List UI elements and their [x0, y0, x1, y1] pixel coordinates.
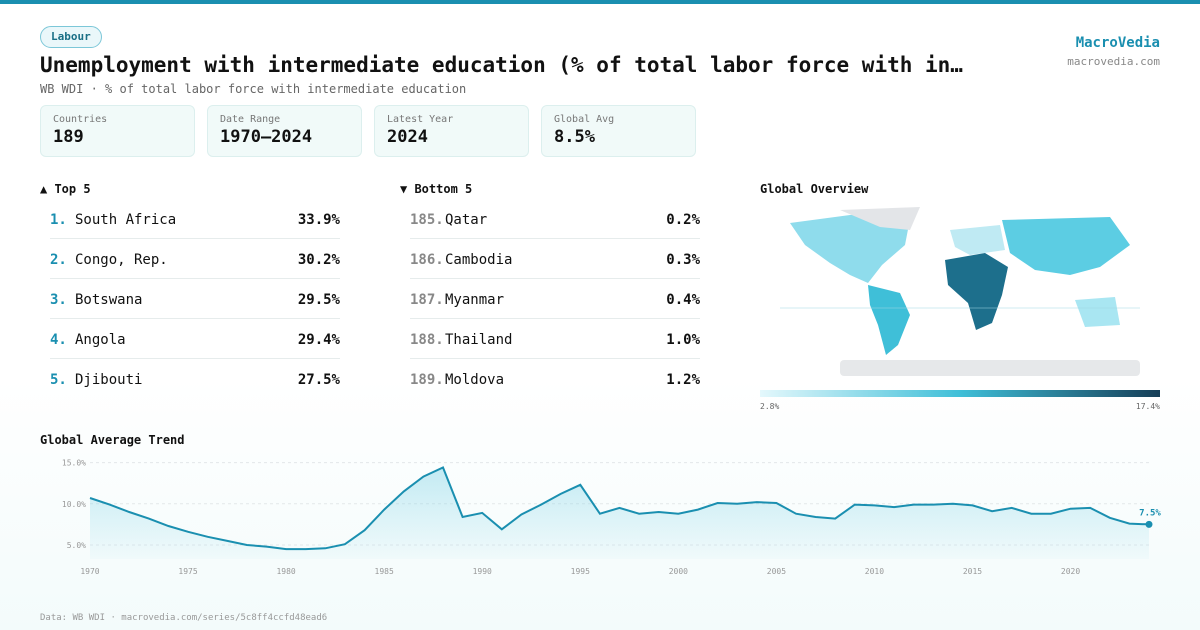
rank: 5.: [50, 372, 67, 388]
stat-value: 189: [53, 127, 84, 147]
south-america: [868, 285, 910, 355]
x-tick-label: 2020: [1061, 567, 1080, 576]
category-tag[interactable]: Labour: [40, 26, 102, 48]
country-name: Djibouti: [75, 372, 143, 388]
country-name: Angola: [75, 332, 126, 348]
country-value: 0.2%: [666, 212, 700, 228]
legend-min: 2.8%: [760, 402, 780, 411]
country-name: South Africa: [75, 212, 177, 228]
separator: [50, 278, 340, 279]
area: [90, 467, 1149, 559]
x-tick-label: 2005: [767, 567, 786, 576]
stat-label: Countries: [53, 114, 108, 125]
y-tick-label: 15.0%: [62, 459, 86, 468]
x-tick-label: 1975: [178, 567, 197, 576]
separator: [50, 318, 340, 319]
separator: [410, 358, 700, 359]
arctic: [840, 207, 920, 230]
x-tick-label: 1970: [80, 567, 99, 576]
brand[interactable]: MacroVedia: [1075, 35, 1160, 51]
country-value: 33.9%: [297, 212, 340, 228]
x-tick-label: 2010: [865, 567, 884, 576]
x-tick-label: 1985: [375, 567, 394, 576]
stat-value: 8.5%: [554, 127, 595, 147]
x-tick-label: 1980: [276, 567, 295, 576]
legend-gradient: [760, 390, 1160, 397]
end-point: [1145, 520, 1153, 528]
country-name: Thailand: [445, 332, 513, 348]
site: macrovedia.com: [1067, 55, 1160, 68]
country-value: 30.2%: [297, 252, 340, 268]
country-value: 0.3%: [666, 252, 700, 268]
stat-label: Latest Year: [387, 114, 454, 125]
country-value: 29.5%: [297, 292, 340, 308]
country-name: Cambodia: [445, 252, 513, 268]
country-name: Moldova: [445, 372, 505, 388]
antarctica: [840, 360, 1140, 376]
rank: 189.: [410, 372, 444, 388]
top-bar: [0, 0, 1200, 4]
separator: [50, 238, 340, 239]
country-name: Myanmar: [445, 292, 505, 308]
title: Unemployment with intermediate education…: [40, 53, 963, 77]
footer: Data: WB WDI · macrovedia.com/series/5c8…: [40, 613, 328, 623]
stat-value: 2024: [387, 127, 428, 147]
stat-card: Global Avg 8.5%: [541, 105, 696, 157]
australia: [1075, 297, 1120, 327]
stat-value: 1970–2024: [220, 127, 313, 147]
country-value: 29.4%: [297, 332, 340, 348]
stat-card: Countries 189: [40, 105, 195, 157]
country-value: 1.2%: [666, 372, 700, 388]
x-tick-label: 1990: [473, 567, 492, 576]
rank: 1.: [50, 212, 67, 228]
africa: [945, 253, 1008, 330]
stat-label: Date Range: [220, 114, 281, 125]
map-title: Global Overview: [760, 182, 869, 196]
rank: 187.: [410, 292, 444, 308]
trend-line: [89, 466, 1150, 551]
x-tick-label: 1995: [571, 567, 590, 576]
europe: [950, 225, 1005, 255]
x-tick-label: 2015: [963, 567, 982, 576]
y-tick-label: 5.0%: [67, 541, 86, 550]
country-value: 0.4%: [666, 292, 700, 308]
rank: 4.: [50, 332, 67, 348]
separator: [410, 318, 700, 319]
list-heading: ▼ Bottom 5: [400, 182, 473, 196]
stat-label: Global Avg: [554, 114, 615, 125]
country-value: 1.0%: [666, 332, 700, 348]
chart-title: Global Average Trend: [40, 433, 185, 447]
separator: [410, 278, 700, 279]
list-heading: ▲ Top 5: [40, 182, 91, 196]
legend-max: 17.4%: [1135, 402, 1160, 411]
rank: 186.: [410, 252, 444, 268]
world-map: [780, 207, 1140, 376]
end-label: 7.5%: [1139, 508, 1161, 518]
rank: 2.: [50, 252, 67, 268]
country-name: Qatar: [445, 212, 488, 228]
subtitle: WB WDI · % of total labor force with int…: [40, 82, 467, 96]
separator: [410, 238, 700, 239]
separator: [50, 358, 340, 359]
country-name: Congo, Rep.: [75, 252, 168, 268]
y-tick-label: 10.0%: [62, 500, 86, 509]
rank: 188.: [410, 332, 444, 348]
rank: 3.: [50, 292, 67, 308]
trend-chart: 5.0% 10.0% 15.0% 1970 1975 1980 1985 1990 1995 20…: [62, 459, 1162, 576]
asia: [1002, 217, 1130, 275]
x-tick-label: 2000: [669, 567, 688, 576]
stat-card: Date Range 1970–2024: [207, 105, 362, 157]
north-america: [790, 213, 910, 283]
country-value: 27.5%: [297, 372, 340, 388]
stat-card: Latest Year 2024: [374, 105, 529, 157]
country-name: Botswana: [75, 292, 143, 308]
rank: 185.: [410, 212, 444, 228]
